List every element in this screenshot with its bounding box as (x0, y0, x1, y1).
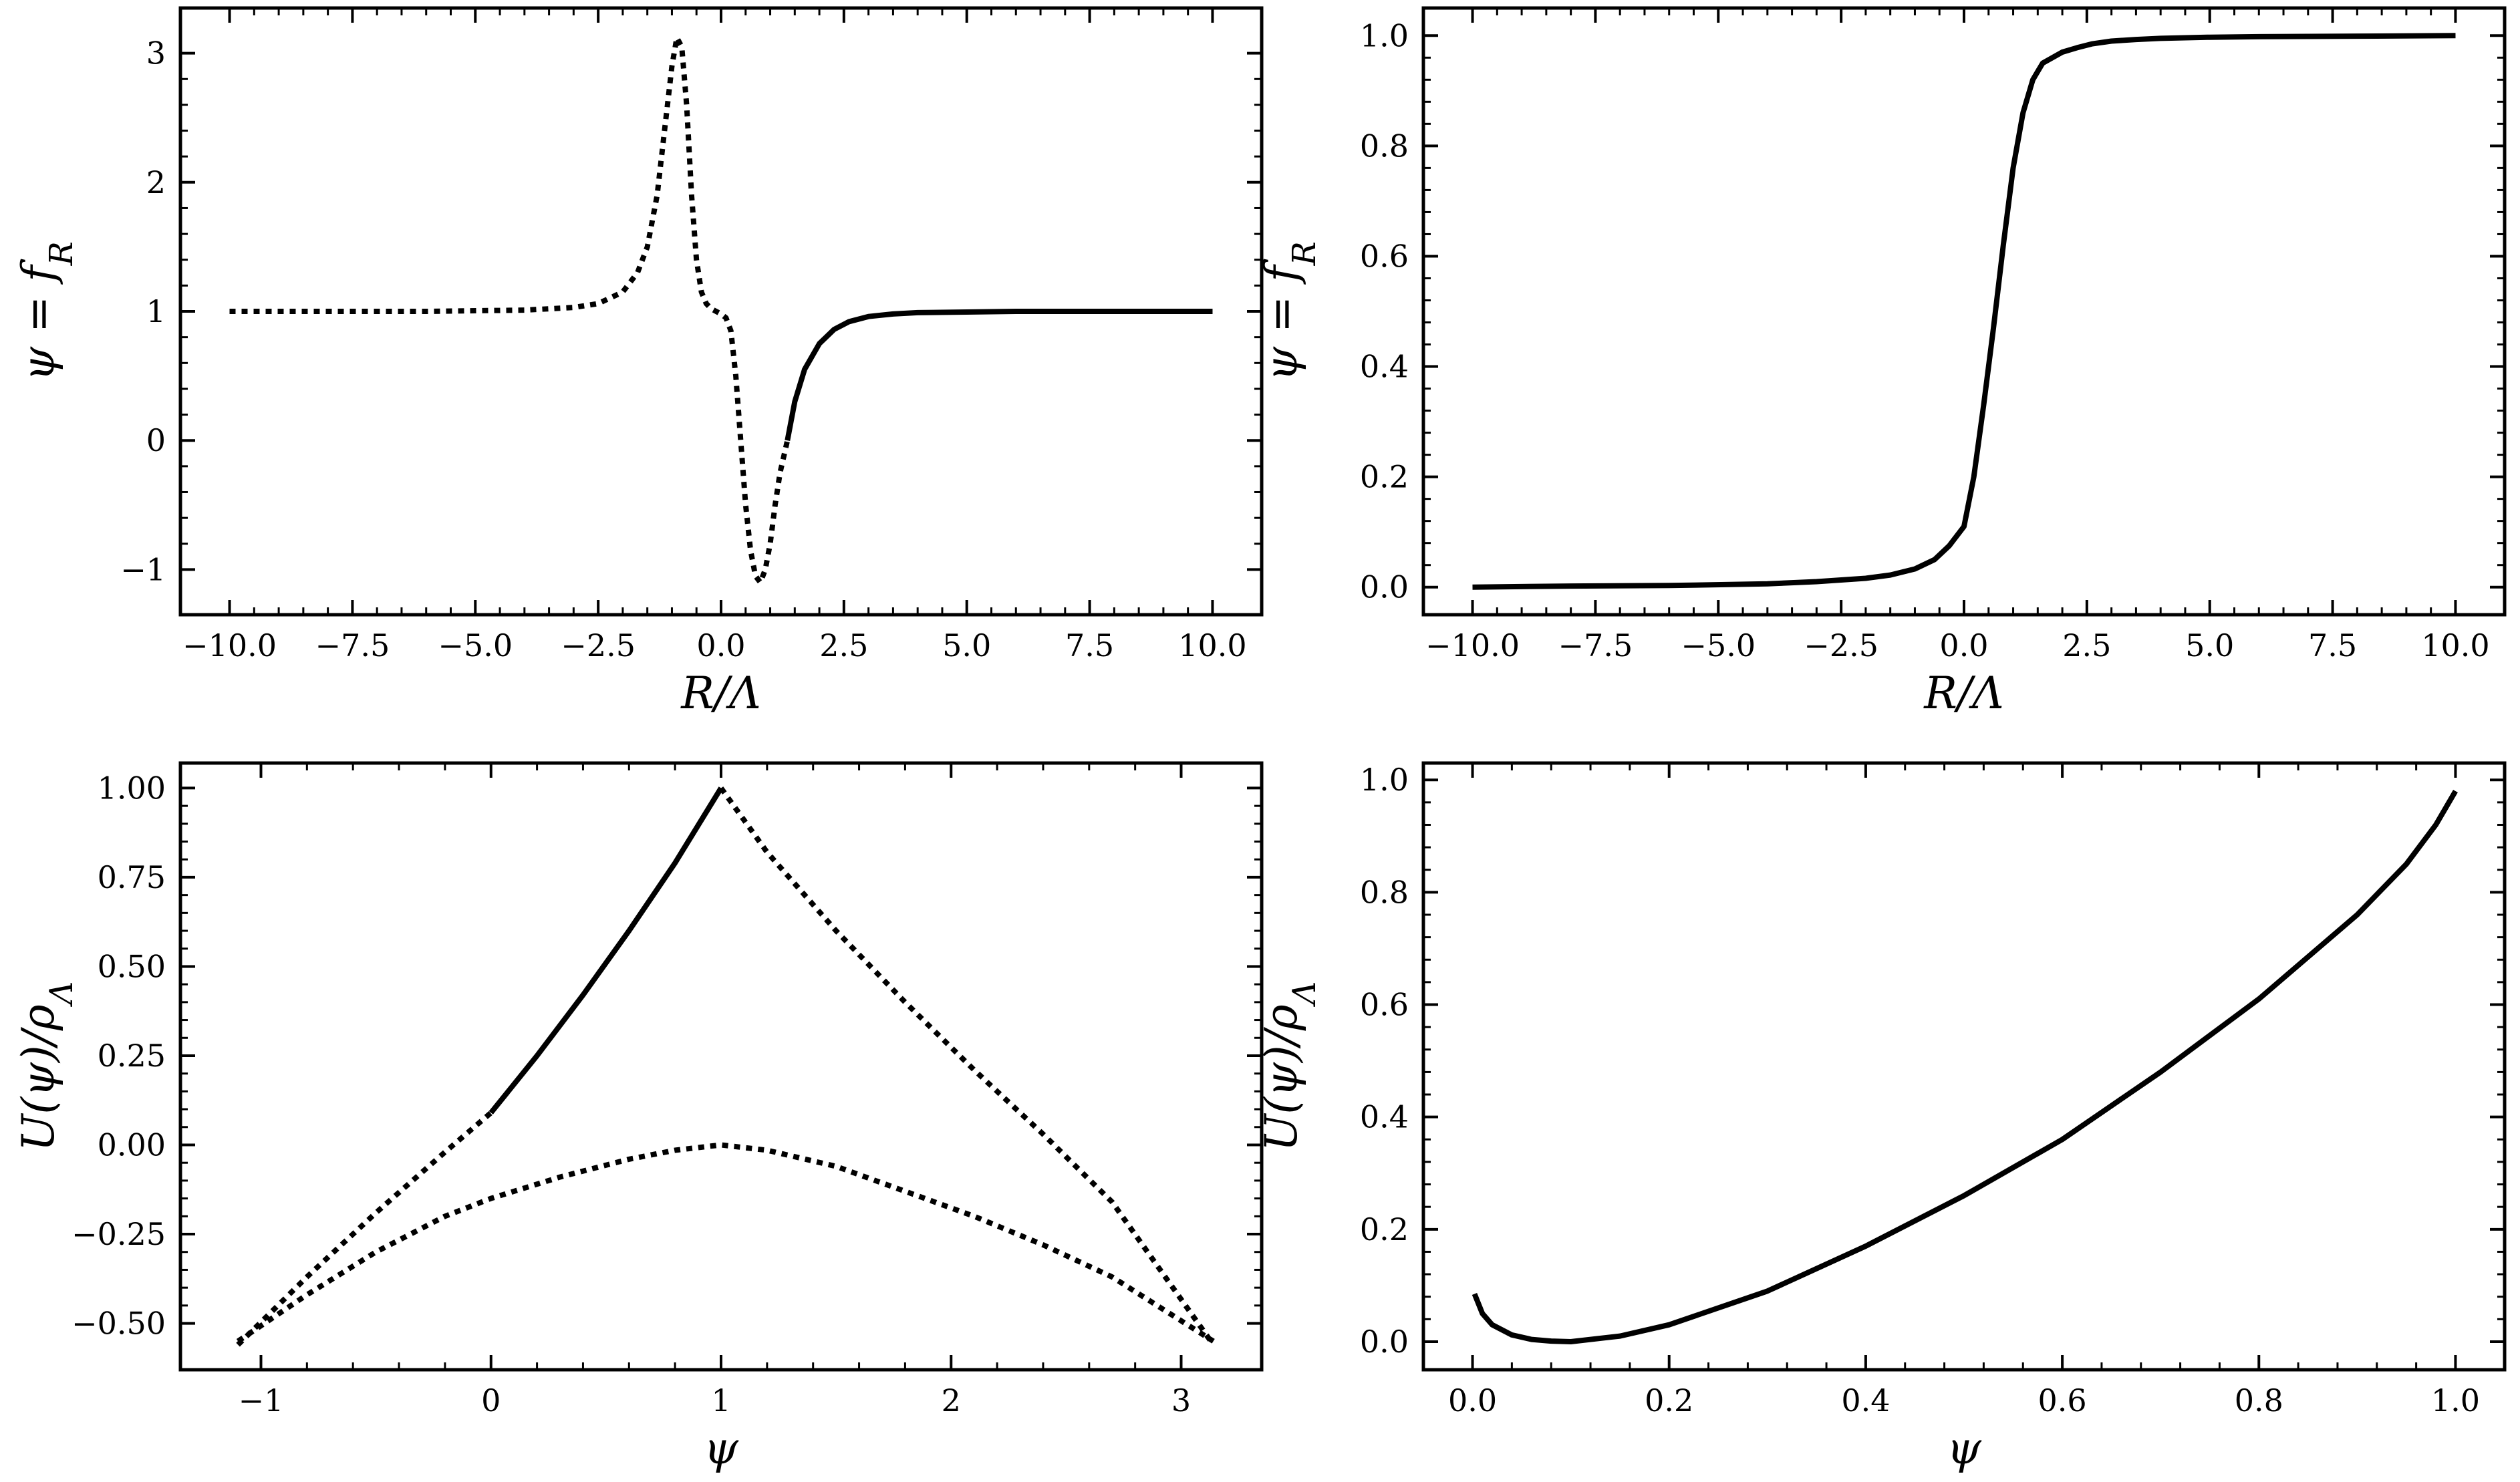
y-tick-label: −1 (120, 551, 166, 587)
y-tick-label: 1 (146, 293, 166, 329)
panel-bottom-left: −1 0 1 2 3 −0.50 −0.25 0.00 0.25 0.50 0.75 1.00 ψ U(ψ… (13, 761, 1264, 1474)
series-line-stable-branch (785, 309, 1213, 441)
y-tick-label: 0.8 (1360, 874, 1409, 910)
x-tick-label: 0.0 (696, 627, 745, 663)
y-tick-label: 0.50 (98, 948, 166, 984)
x-tick-label: 5.0 (2185, 627, 2234, 663)
series-line-dotted-lower (236, 1142, 1215, 1344)
y-tick-label: 1.0 (1360, 17, 1409, 53)
y-tick-label: 0.00 (98, 1127, 166, 1163)
x-tick-label: 10.0 (2421, 627, 2489, 663)
y-tick-label: 0.25 (98, 1038, 166, 1074)
x-tick-label: −7.5 (315, 627, 390, 663)
x-tick-label: 1 (711, 1382, 730, 1419)
x-tick-label: 2.5 (819, 627, 868, 663)
y-tick-label: 0.0 (1360, 1324, 1409, 1360)
y-axis-label: U(ψ)/ρΛ (1256, 982, 1323, 1152)
plot-frame (178, 761, 1264, 1372)
x-axis-label: R/Λ (680, 668, 761, 719)
series-line-dotted-upper-right (718, 786, 1216, 1346)
y-axis-label: U(ψ)/ρΛ (13, 982, 80, 1152)
x-tick-label: 5.0 (942, 627, 991, 663)
x-tick-label: −5.0 (438, 627, 513, 663)
y-tick-label: 0.4 (1360, 1099, 1409, 1135)
x-tick-label: 3 (1171, 1382, 1191, 1419)
x-axis-label: ψ (1947, 1423, 1982, 1474)
y-tick-label: 0.2 (1360, 1211, 1409, 1247)
x-tick-label: 0.8 (2235, 1382, 2283, 1419)
x-tick-label: 0.0 (1939, 627, 1988, 663)
y-tick-label: 0 (146, 422, 166, 458)
x-tick-label: 2.5 (2062, 627, 2111, 663)
x-tick-label: 0.2 (1645, 1382, 1693, 1419)
y-tick-label: 3 (146, 35, 166, 71)
x-tick-label: −1 (239, 1382, 284, 1419)
y-tick-label: 1.0 (1360, 762, 1409, 798)
x-tick-label: −10.0 (182, 627, 277, 663)
y-tick-label: 1.00 (98, 770, 166, 806)
plot-frame (1421, 761, 2507, 1372)
x-axis-label: R/Λ (1923, 668, 2004, 719)
series-line-solid-branch (488, 786, 724, 1115)
x-tick-label: −5.0 (1681, 627, 1756, 663)
x-tick-label: 0.6 (2038, 1382, 2087, 1419)
x-tick-label: 0.0 (1448, 1382, 1497, 1419)
y-tick-label: 0.6 (1360, 238, 1409, 274)
y-tick-label: 0.2 (1360, 459, 1409, 495)
x-tick-label: 2 (942, 1382, 961, 1419)
y-axis-label: ψ = fR (13, 241, 80, 382)
y-tick-label: 0.75 (98, 859, 166, 895)
y-tick-label: −0.25 (72, 1216, 166, 1252)
series-line-U (1472, 789, 2458, 1344)
y-axis-label: ψ = fR (1256, 241, 1323, 382)
series-line-unstable-branch (229, 35, 791, 585)
x-tick-label: 0.4 (1841, 1382, 1890, 1419)
x-tick-label: 1.0 (2431, 1382, 2480, 1419)
x-tick-label: −2.5 (1804, 627, 1878, 663)
x-tick-label: −7.5 (1558, 627, 1633, 663)
x-axis-label: ψ (704, 1423, 739, 1474)
x-tick-label: −10.0 (1425, 627, 1520, 663)
y-tick-label: 0.0 (1360, 569, 1409, 605)
x-tick-label: 7.5 (2308, 627, 2357, 663)
panel-bottom-right: 0.0 0.2 0.4 0.6 0.8 1.0 0.0 0.2 0.4 0.6 0.8 1.0 ψ U(ψ… (1256, 761, 2507, 1474)
x-tick-label: 10.0 (1178, 627, 1246, 663)
series-line-f_R (1472, 33, 2456, 590)
x-tick-label: 0 (481, 1382, 501, 1419)
y-tick-label: 2 (146, 164, 166, 200)
panel-top-left: −10.0 −7.5 −5.0 −2.5 0.0 2.5 5.0 7.5 10.0 −1 0 1 2 3 R… (13, 6, 1264, 719)
y-tick-label: 0.6 (1360, 987, 1409, 1023)
series-line-dotted-upper-left (236, 1110, 493, 1347)
panel-top-right: −10.0 −7.5 −5.0 −2.5 0.0 2.5 5.0 7.5 10.0 0.0 0.2 0… (1256, 6, 2507, 719)
y-tick-label: 0.8 (1360, 128, 1409, 164)
x-tick-label: −2.5 (561, 627, 636, 663)
x-tick-label: 7.5 (1065, 627, 1114, 663)
y-tick-label: −0.50 (72, 1306, 166, 1342)
y-tick-label: 0.4 (1360, 349, 1409, 385)
